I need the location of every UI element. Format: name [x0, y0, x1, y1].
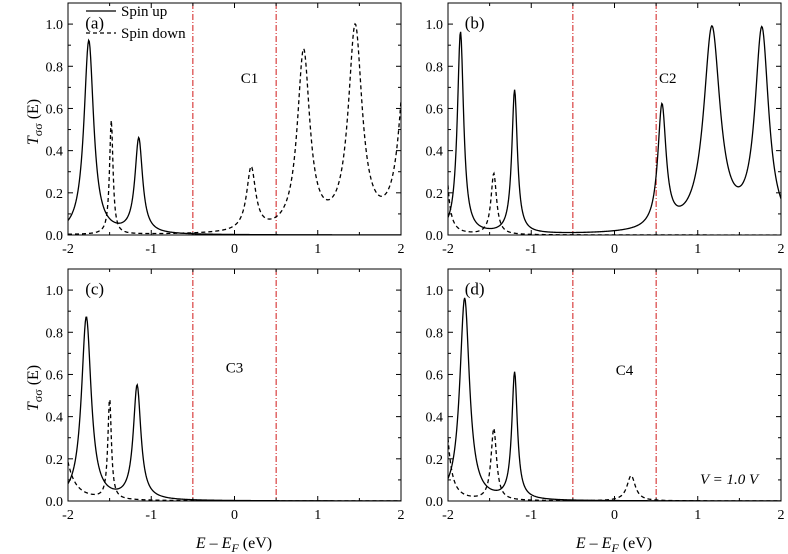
spin-up-curve [448, 25, 781, 234]
x-axis-label-sub: F [610, 541, 619, 554]
y-tick-label: 0.8 [426, 326, 444, 341]
x-axis-label-left: E – EF (eV) [195, 535, 272, 554]
panel-label: (d) [465, 279, 485, 298]
spin-up-curve [68, 316, 401, 501]
y-tick-label: 0.0 [426, 495, 444, 510]
y-axis-label-main: T [25, 401, 42, 411]
x-tick-label: 1 [694, 242, 701, 257]
y-tick-label: 0.0 [46, 495, 64, 510]
panels: -2 -1 0 1 2 0.0 0.2 0.4 0.6 0.8 1.0 (a) C1 -2 -1 0 1 2 0.0… [46, 2, 785, 523]
y-tick-label: 0.2 [46, 453, 64, 468]
curves [68, 316, 401, 501]
x-tick-label: 2 [398, 242, 405, 257]
y-tick-label: 1.0 [46, 18, 64, 33]
y-axis-label-suffix: (E) [25, 365, 42, 389]
legend-solid-label: Spin up [121, 4, 167, 20]
x-tick-label: -1 [145, 242, 157, 257]
y-tick-label: 0.6 [426, 102, 444, 117]
legend: Spin up Spin down [86, 4, 186, 42]
curves [68, 22, 401, 235]
y-tick-label: 0.6 [46, 368, 64, 383]
config-label: C1 [241, 71, 259, 87]
curves [448, 25, 781, 235]
curves [448, 297, 781, 501]
x-axis-label-sub: F [230, 541, 239, 554]
panel-2: -2 -1 0 1 2 0.0 0.2 0.4 0.6 0.8 1.0 (b) C2 [426, 2, 785, 257]
plot-frame [67, 2, 402, 236]
y-axis-label-bottom: Tσσ (E) [25, 365, 45, 411]
spin-down-curve [68, 22, 401, 235]
x-axis-label-right: E – EF (eV) [575, 535, 652, 554]
panel-label: (b) [465, 13, 485, 32]
x-axis-label-suffix: (eV) [239, 535, 272, 552]
y-axis-label-main: T [25, 135, 42, 145]
x-tick-label: 2 [778, 242, 785, 257]
y-tick-label: 1.0 [426, 284, 444, 299]
panel-4: -2 -1 0 1 2 0.0 0.2 0.4 0.6 0.8 1.0 (d) C4 [426, 268, 785, 523]
x-tick-label: 1 [314, 242, 321, 257]
spin-up-curve [68, 38, 401, 235]
y-tick-label: 0.2 [426, 453, 444, 468]
plot-frame [447, 2, 782, 236]
y-tick-label: 0.2 [46, 187, 64, 202]
y-axis-label-sub: σσ [31, 389, 45, 402]
voltage-annotation: V = 1.0 V [700, 472, 760, 488]
x-tick-label: 2 [398, 508, 405, 523]
spin-down-curve [448, 171, 781, 235]
panel-label: (c) [85, 279, 104, 298]
y-tick-label: 0.4 [46, 145, 64, 160]
plot-frame [67, 268, 402, 502]
y-tick-label: 0.0 [46, 229, 64, 244]
panel-label: (a) [85, 13, 104, 32]
legend-dashed-label: Spin down [121, 26, 186, 42]
y-tick-label: 0.4 [426, 411, 444, 426]
x-tick-label: -2 [62, 242, 74, 257]
x-tick-label: 0 [231, 242, 238, 257]
y-tick-label: 1.0 [46, 284, 64, 299]
x-tick-label: -1 [525, 508, 537, 523]
y-tick-label: 0.6 [46, 102, 64, 117]
y-axis-label-sub: σσ [31, 123, 45, 136]
config-label: C4 [616, 363, 634, 379]
x-tick-label: 1 [694, 508, 701, 523]
y-axis-label-suffix: (E) [25, 99, 42, 123]
y-tick-label: 0.0 [426, 229, 444, 244]
x-tick-label: -1 [145, 508, 157, 523]
x-axis-label-main: E – E [575, 535, 612, 552]
x-axis-label-main: E – E [195, 535, 232, 552]
panel-1: -2 -1 0 1 2 0.0 0.2 0.4 0.6 0.8 1.0 (a) C1 [46, 2, 405, 257]
y-tick-label: 1.0 [426, 18, 444, 33]
y-tick-label: 0.6 [426, 368, 444, 383]
y-axis-label-top: Tσσ (E) [25, 99, 45, 145]
x-tick-label: 1 [314, 508, 321, 523]
x-tick-label: 0 [611, 508, 618, 523]
y-tick-label: 0.2 [426, 187, 444, 202]
y-tick-label: 0.4 [426, 145, 444, 160]
x-tick-label: 0 [611, 242, 618, 257]
config-label: C3 [226, 360, 244, 376]
x-tick-label: -1 [525, 242, 537, 257]
spin-down-curve [68, 399, 401, 501]
x-tick-label: -2 [62, 508, 74, 523]
x-tick-label: -2 [442, 242, 454, 257]
panel-3: -2 -1 0 1 2 0.0 0.2 0.4 0.6 0.8 1.0 (c) C3 [46, 268, 405, 523]
y-tick-label: 0.8 [46, 60, 64, 75]
x-tick-label: 0 [231, 508, 238, 523]
x-axis-label-suffix: (eV) [619, 535, 652, 552]
y-tick-label: 0.8 [426, 60, 444, 75]
config-label: C2 [659, 71, 677, 87]
y-tick-label: 0.4 [46, 411, 64, 426]
spin-up-curve [448, 297, 781, 501]
x-tick-label: 2 [778, 508, 785, 523]
x-tick-label: -2 [442, 508, 454, 523]
y-tick-label: 0.8 [46, 326, 64, 341]
